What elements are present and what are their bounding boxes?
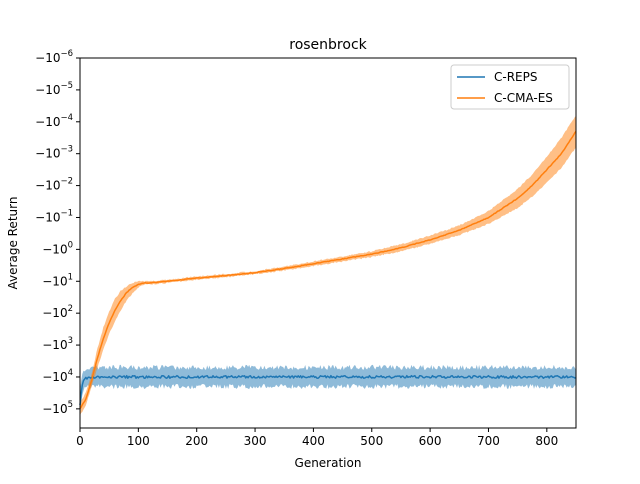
x-axis-ticks: 0 100 200 300 400 500 600 700 800 bbox=[76, 428, 558, 448]
x-tick-label: 200 bbox=[185, 434, 208, 448]
plot-lines bbox=[79, 130, 577, 410]
y-tick-label: −101 bbox=[42, 272, 73, 288]
y-tick-label: −105 bbox=[42, 400, 73, 416]
x-tick-label: 0 bbox=[76, 434, 84, 448]
legend-label-c-cma-es: C-CMA-ES bbox=[494, 91, 553, 105]
x-tick-label: 400 bbox=[302, 434, 325, 448]
x-tick-label: 100 bbox=[127, 434, 150, 448]
c-cma-es-line bbox=[79, 130, 577, 410]
x-axis-label: Generation bbox=[295, 456, 362, 470]
y-tick-label: −100 bbox=[42, 240, 73, 256]
x-tick-label: 800 bbox=[535, 434, 558, 448]
chart-title: rosenbrock bbox=[289, 37, 367, 53]
x-tick-label: 500 bbox=[360, 434, 383, 448]
y-axis-label: Average Return bbox=[6, 197, 20, 290]
y-tick-label: −102 bbox=[42, 304, 73, 320]
x-tick-label: 700 bbox=[477, 434, 500, 448]
x-tick-label: 600 bbox=[419, 434, 442, 448]
y-tick-label: −104 bbox=[42, 368, 73, 384]
axes-frame bbox=[79, 57, 577, 429]
legend: C-REPS C-CMA-ES bbox=[450, 64, 570, 110]
c-reps-line bbox=[79, 374, 577, 406]
legend-label-c-reps: C-REPS bbox=[494, 70, 537, 84]
y-tick-label: −103 bbox=[42, 336, 73, 352]
x-tick-label: 300 bbox=[244, 434, 267, 448]
